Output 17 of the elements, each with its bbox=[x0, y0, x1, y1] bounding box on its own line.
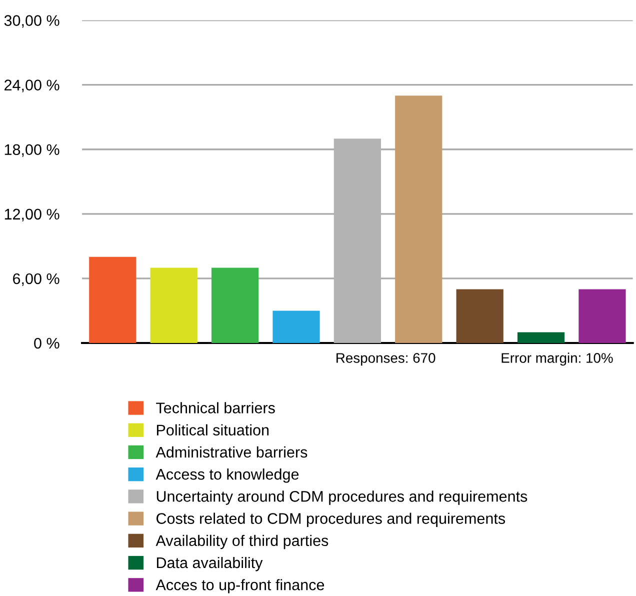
legend-label: Access to knowledge bbox=[156, 468, 299, 483]
y-tick-label: 0 % bbox=[34, 338, 60, 349]
legend-label: Availability of third parties bbox=[156, 534, 328, 550]
y-tick-label: 30,00 % bbox=[4, 15, 60, 28]
legend-label: Data availability bbox=[156, 556, 263, 572]
y-tick-label: 18,00 % bbox=[4, 144, 60, 157]
text: Error margin: 10% bbox=[502, 352, 613, 366]
legend-label: Administrative barriers bbox=[156, 446, 308, 458]
legend-label: Uncertainty around CDM procedures and requirements bbox=[156, 490, 528, 505]
y-tick-label: 24,00 % bbox=[4, 80, 60, 92]
y-tick-label: 12,00 % bbox=[4, 208, 60, 222]
legend-label: Technical barriers bbox=[156, 402, 275, 414]
legend-label: Acces to up-front finance bbox=[156, 579, 324, 594]
y-tick-label: 6,00 % bbox=[13, 273, 60, 286]
legend-label: Political situation bbox=[156, 424, 269, 436]
text: Responses: 670 bbox=[336, 353, 436, 366]
legend-label: Costs related to CDM procedures and requirements bbox=[156, 512, 506, 527]
